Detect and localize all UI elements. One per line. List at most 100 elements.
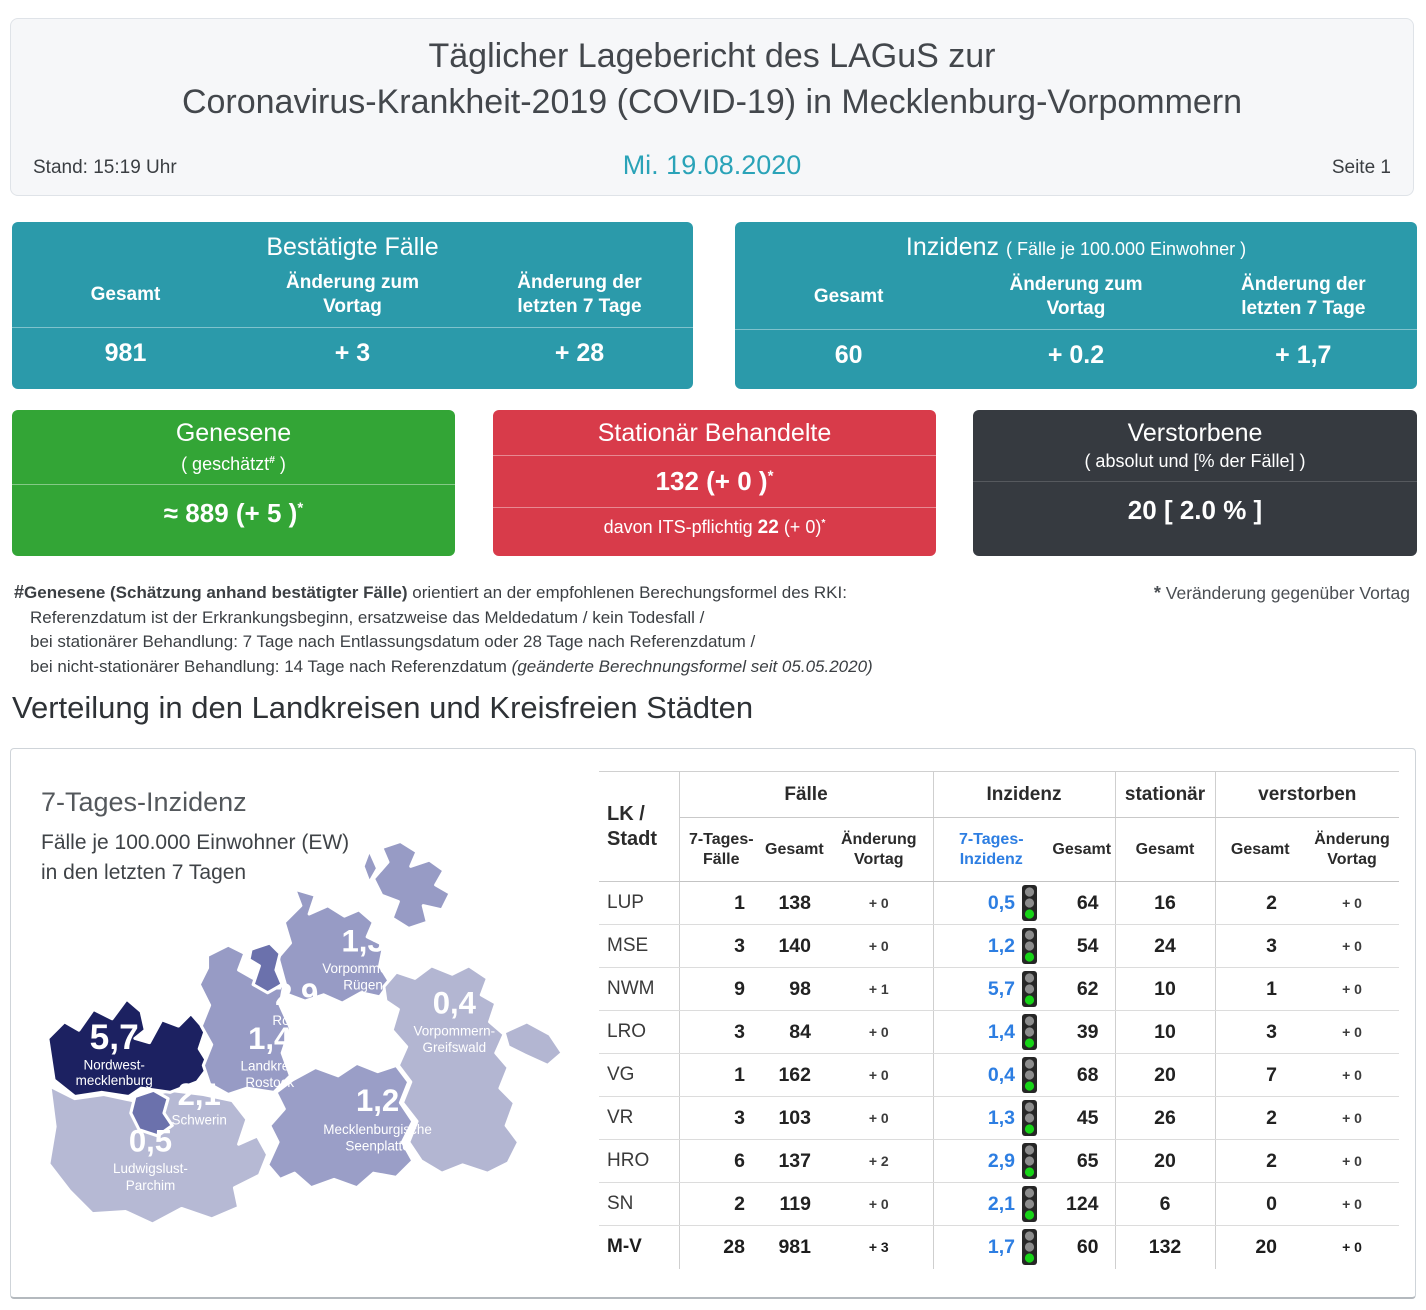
district-code: VG [599,1053,680,1097]
star-marker: * [1153,583,1161,603]
cell-7-tages-faelle: 3 [679,1010,763,1054]
cell-inzidenz-gesamt: 65 [1049,1139,1116,1183]
map-label-mse-value: 1,2 [356,1083,399,1118]
footnote-line4: bei nicht-stationärer Behandlung: 14 Tag… [14,655,873,680]
cell-7-tages-faelle: 3 [679,924,763,968]
cell-verstorben-aenderung: + 0 [1305,967,1400,1011]
district-code: VR [599,1096,680,1140]
cell-7-tages-inzidenz: 1,2 [933,924,1049,968]
region-mecklenburgische-seenplatte [266,1061,415,1190]
cell-7-tages-inzidenz: 0,4 [933,1053,1049,1097]
column-group-faelle: Fälle [679,771,934,818]
cell-stationaer-gesamt: 20 [1115,1053,1216,1097]
label-aenderung-7tage: Änderung der letzten 7 Tage [517,272,642,317]
hospitalized-value-sup: * [767,467,774,485]
cell-faelle-gesamt: 138 [763,881,825,925]
map-label-mse-name1: Mecklenburgische [323,1122,432,1137]
column-header-faelle-gesamt: Gesamt [763,817,825,882]
value-aenderung-7tage: + 28 [554,339,605,367]
card-icu-line: davon ITS-pflichtig 22 (+ 0)* [493,508,936,539]
cell-verstorben-aenderung: + 0 [1305,1139,1400,1183]
card-recovered-subtitle: ( geschätzt# ) [12,449,455,476]
card-incidence: Inzidenz ( Fälle je 100.000 Einwohner ) … [735,222,1417,389]
cell-7-tages-inzidenz: 2,1 [933,1182,1049,1226]
cell-7-tages-faelle: 1 [679,881,763,925]
label-aenderung-vortag: Änderung zum Vortag [286,272,419,317]
cell-faelle-aenderung: + 0 [825,1096,934,1140]
footnote-line2: Referenzdatum ist der Erkrankungsbeginn,… [30,607,705,627]
table-row: VR 3 103 + 0 1,3 45 26 2 + 0 [599,1096,1400,1140]
map-label-lro-name1: Landkreis [241,1059,300,1074]
cell-stationaer-gesamt: 132 [1115,1225,1216,1269]
card-incidence-values: 60 + 0.2 + 1,7 [735,329,1417,370]
icu-value: 22 [757,517,779,538]
footnote-line3: bei stationärer Behandlung: 7 Tage nach … [30,632,756,651]
footnote-line4-text: bei nicht-stationärer Behandlung: 14 Tag… [30,656,512,676]
traffic-light-icon [1022,885,1037,921]
label-gesamt: Gesamt [90,284,161,305]
cell-7-tages-inzidenz: 0,5 [933,881,1049,925]
traffic-light-icon [1022,1229,1037,1266]
incidence-value: 5,7 [987,977,1015,1000]
district-table: LK / Stadt Fälle Inzidenz stationär vers… [599,771,1400,1269]
cell-faelle-aenderung: + 2 [825,1139,934,1183]
cell-faelle-aenderung: + 0 [825,1010,934,1054]
cell-verstorben-aenderung: + 0 [1305,1182,1400,1226]
report-date: Mi. 19.08.2020 [622,150,802,180]
cell-faelle-gesamt: 98 [763,967,825,1011]
cell-faelle-gesamt: 140 [763,924,825,968]
column-header-inzidenz-gesamt: Gesamt [1049,817,1116,882]
district-code: M-V [599,1225,680,1269]
district-code: MSE [599,924,680,968]
region-usedom [502,1020,564,1067]
card-hospitalized-title: Stationär Behandelte [597,419,832,447]
footnote-line1-rest: orientiert an der empfohlenen Berechungs… [407,583,847,602]
card-recovered-value: ≈ 889 (+ 5 )* [12,485,455,529]
footnote-block: #Genesene (Schätzung anhand bestätigter … [14,580,873,679]
card-deceased: Verstorbene ( absolut und [% der Fälle] … [973,410,1417,556]
district-code: HRO [599,1139,680,1183]
cell-inzidenz-gesamt: 62 [1049,967,1116,1011]
cell-faelle-aenderung: + 3 [825,1225,934,1269]
value-aenderung-7tage: + 1,7 [1275,341,1332,369]
report-title-line2: Coronavirus-Krankheit-2019 (COVID-19) in… [181,83,1243,121]
card-incidence-title-note: ( Fälle je 100.000 Einwohner ) [1005,239,1247,259]
report-title: Täglicher Lagebericht des LAGuS zur Coro… [11,33,1413,125]
map-label-vr-name1: Vorpommern- [322,961,404,976]
cell-stationaer-gesamt: 16 [1115,881,1216,925]
region-vorpommern-ruegen [276,887,392,1005]
cell-verstorben-aenderung: + 0 [1305,881,1400,925]
card-incidence-title-text: Inzidenz [905,233,1000,261]
cell-faelle-aenderung: + 0 [825,924,934,968]
incidence-value: 1,4 [987,1020,1015,1043]
cell-7-tages-faelle: 28 [723,1235,745,1258]
subtitle-pre: ( geschätzt [181,454,270,474]
traffic-light-icon [1022,1100,1037,1136]
cell-verstorben-aenderung: + 0 [1305,924,1400,968]
map-label-lup-name1: Ludwigslust- [113,1161,188,1176]
cell-stationaer-gesamt: 6 [1115,1182,1216,1226]
column-group-stationaer: stationär [1115,771,1216,818]
map-label-mse-name2: Seenplatte [345,1138,409,1153]
cell-verstorben-gesamt: 2 [1215,881,1306,925]
cell-verstorben-aenderung: + 0 [1342,1239,1362,1256]
map-label-nwm-name2: mecklenburg [76,1073,153,1088]
map-label-lup-value: 0,5 [129,1123,172,1158]
map-label-vr-name2: Rügen [343,978,383,993]
card-deceased-subtitle: ( absolut und [% der Fälle] ) [1084,451,1306,471]
district-code: LRO [599,1010,680,1054]
map-label-sn-name: Schwerin [172,1113,227,1128]
cell-7-tages-inzidenz: 2,9 [933,1139,1049,1183]
map-label-sn-value: 2,1 [178,1077,221,1112]
cell-7-tages-inzidenz: 1,4 [933,1010,1049,1054]
cell-7-tages-faelle: 2 [679,1182,763,1226]
cell-stationaer-gesamt: 10 [1115,1010,1216,1054]
map-subtitle1: Fälle je 100.000 Einwohner (EW) [41,831,350,854]
value-aenderung-vortag: + 3 [334,339,371,367]
recovered-value-sup: * [297,499,304,517]
cell-inzidenz-gesamt: 64 [1049,881,1116,925]
cell-faelle-gesamt: 162 [763,1053,825,1097]
column-header-verstorben-gesamt: Gesamt [1215,817,1306,882]
header-meta: Stand: 15:19 Uhr Mi. 19.08.2020 Seite 1 [11,147,1413,181]
